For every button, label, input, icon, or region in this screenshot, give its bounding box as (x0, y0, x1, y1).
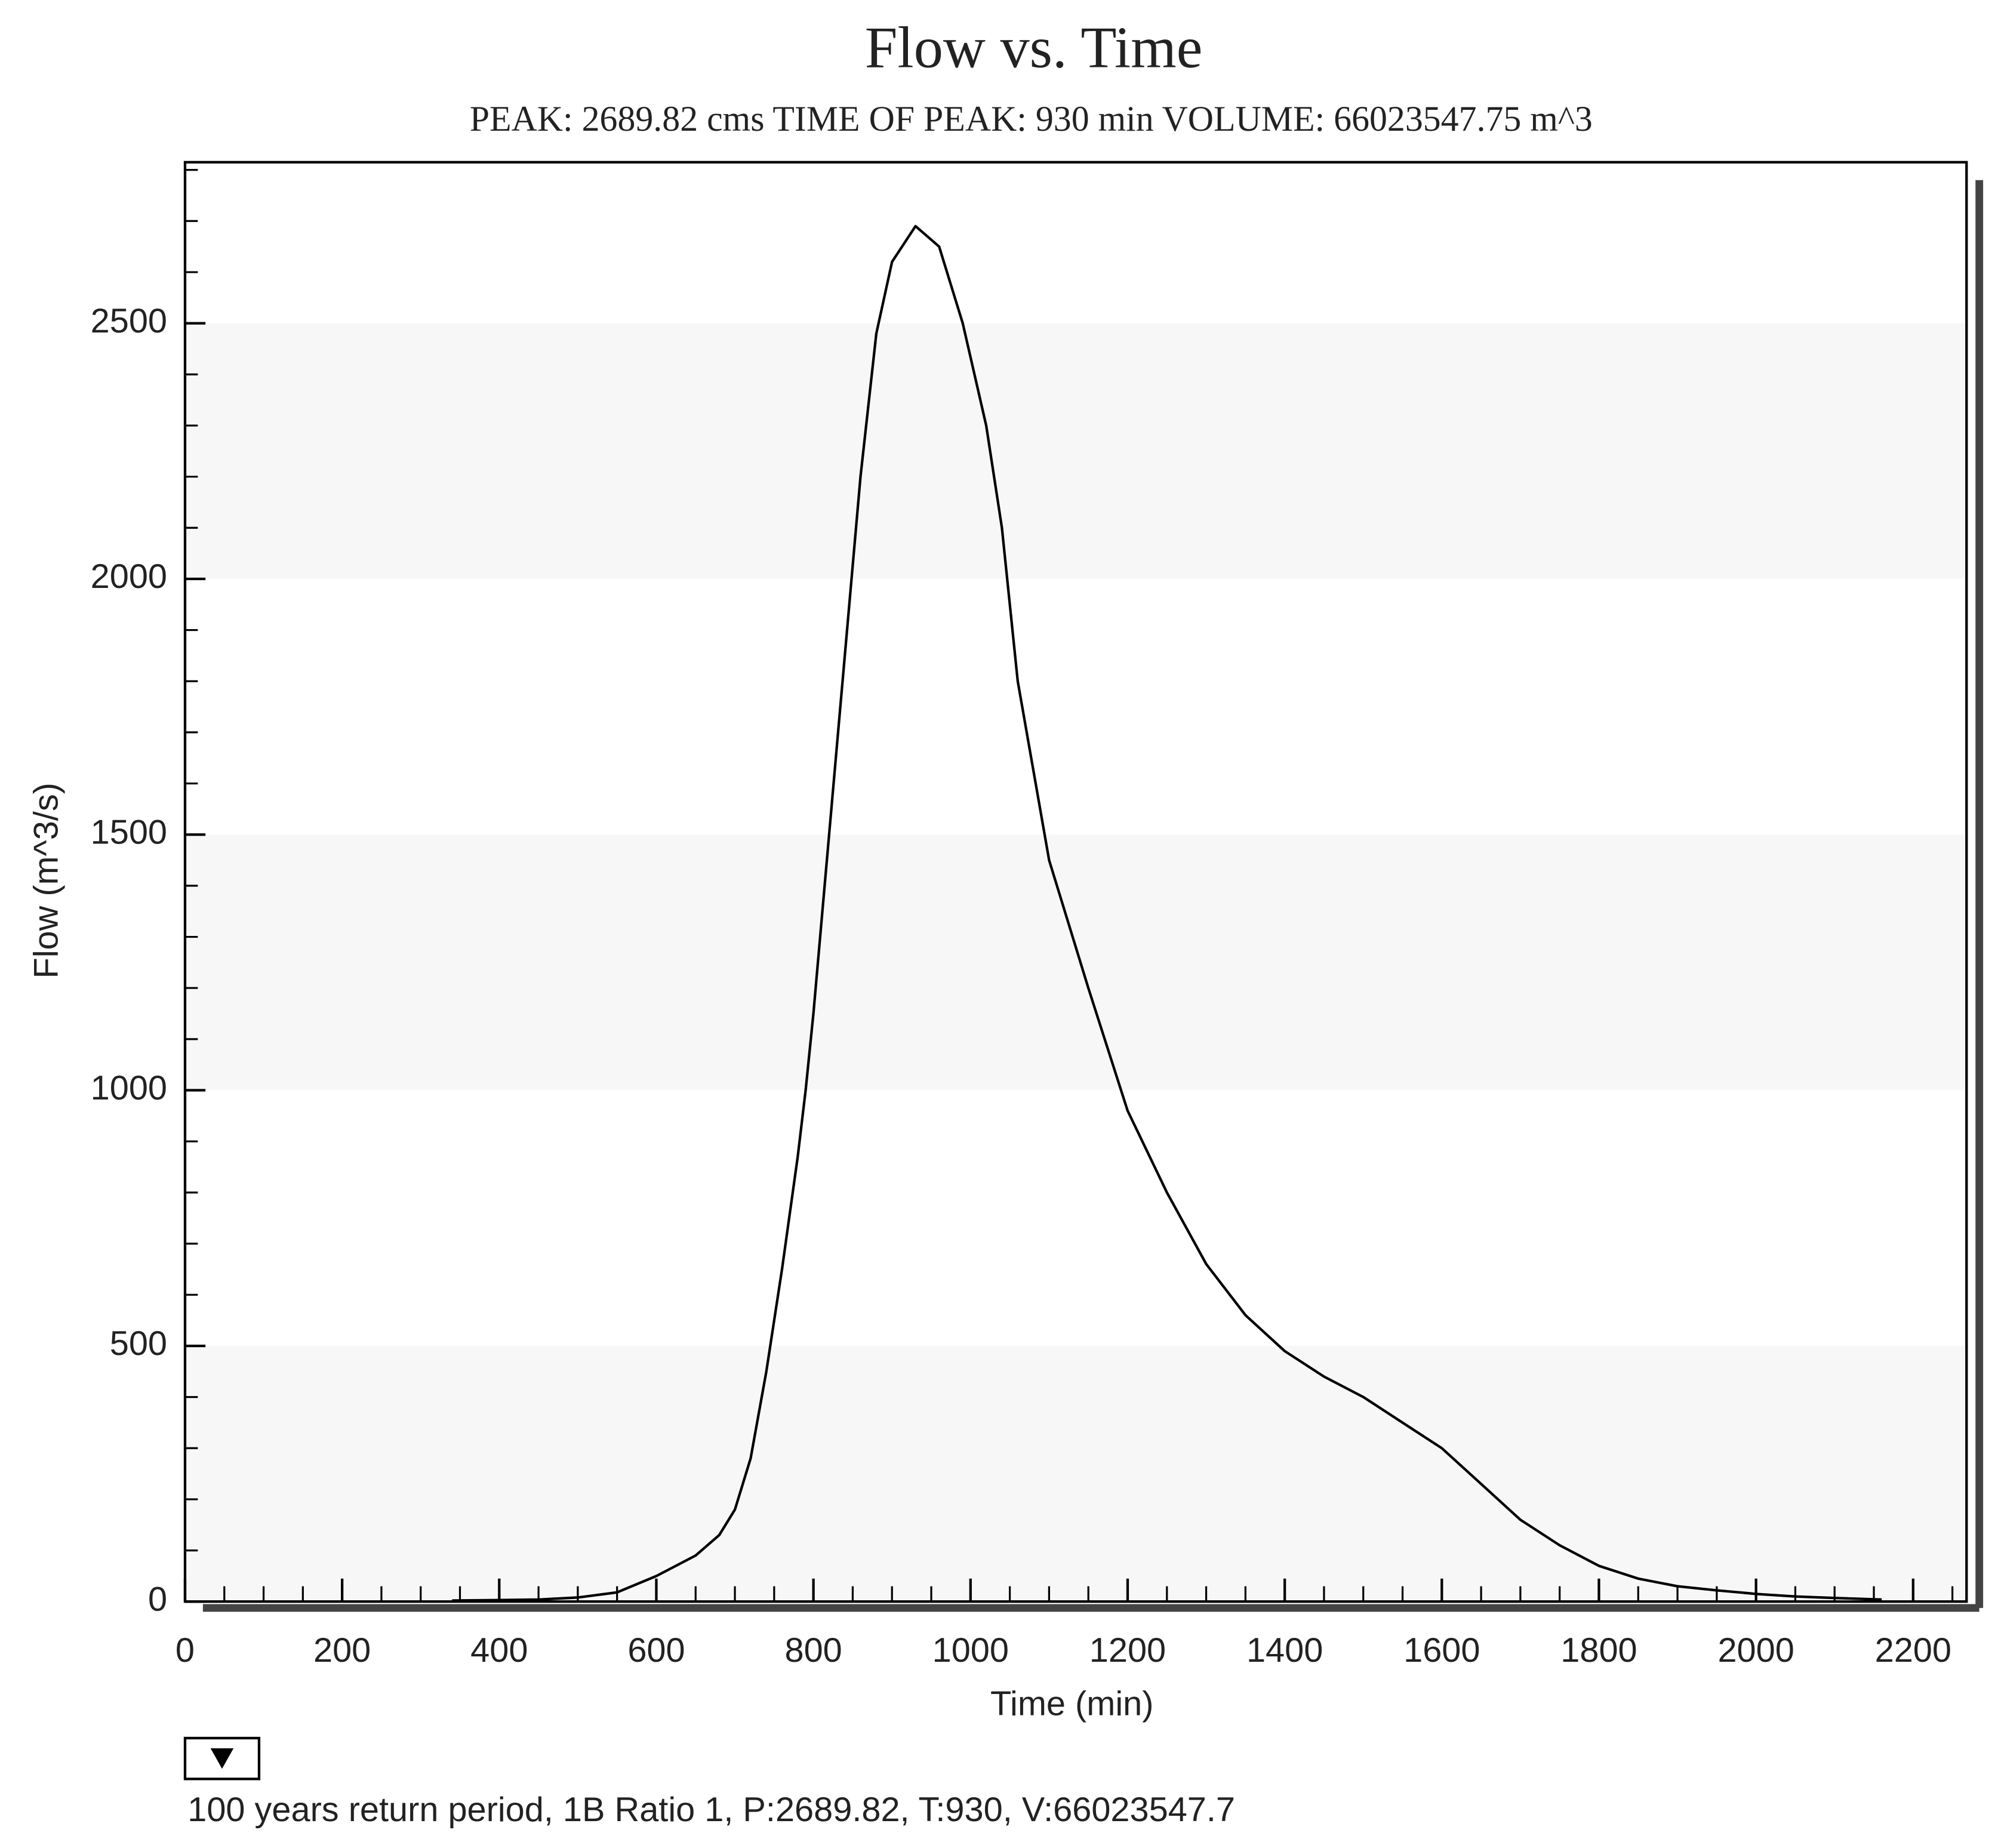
grid-band (184, 323, 1967, 579)
x-tick-label: 400 (470, 1631, 528, 1670)
x-tick-label: 800 (784, 1631, 842, 1670)
x-tick-label: 0 (176, 1631, 195, 1670)
x-tick-label: 200 (313, 1631, 371, 1670)
y-tick-label: 2500 (91, 302, 167, 340)
y-tick-label: 1000 (91, 1069, 167, 1107)
flow-line (452, 224, 1882, 1602)
x-tick-label: 1400 (1246, 1631, 1323, 1670)
x-tick-label: 1000 (932, 1631, 1009, 1670)
y-tick-label: 1500 (91, 813, 167, 851)
legend-toggle[interactable] (183, 1736, 261, 1781)
chart-title: Flow vs. Time (865, 16, 1203, 81)
legend-entry: 100 years return period, 1B Ratio 1, P:2… (187, 1791, 1235, 1829)
y-axis-label: Flow (m^3/s) (27, 783, 65, 978)
grid-band (184, 1345, 1967, 1602)
x-tick-label: 1600 (1403, 1631, 1480, 1670)
grid-band (184, 834, 1967, 1091)
x-tick-label: 1800 (1560, 1631, 1637, 1670)
x-tick-label: 2000 (1717, 1631, 1794, 1670)
x-axis-label: Time (min) (990, 1685, 1154, 1723)
y-tick-label: 2000 (91, 558, 167, 596)
x-tick-label: 1200 (1089, 1631, 1166, 1670)
chart-subtitle: PEAK: 2689.82 cms TIME OF PEAK: 930 min … (470, 99, 1593, 138)
y-tick-label: 0 (148, 1580, 167, 1618)
plot-frame (183, 161, 1968, 1603)
dropdown-arrow[interactable] (210, 1748, 234, 1769)
x-tick-label: 600 (627, 1631, 685, 1670)
y-tick-label: 500 (110, 1325, 167, 1363)
x-tick-label: 2200 (1875, 1631, 1951, 1670)
